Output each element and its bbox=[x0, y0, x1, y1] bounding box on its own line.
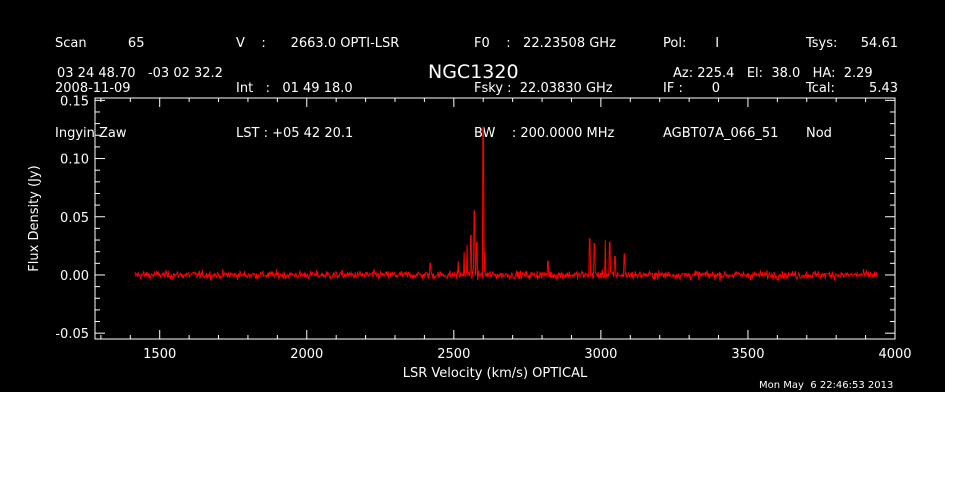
polarization-label: Pol: I bbox=[663, 36, 720, 51]
velocity-label: V : 2663.0 OPTI-LSR bbox=[236, 36, 400, 51]
sky-frequency-label: Fsky : 22.03830 GHz bbox=[474, 81, 613, 96]
tsys-value: 54.61 bbox=[860, 36, 898, 51]
procedure-label: Nod bbox=[806, 126, 832, 141]
header-frequency-block: F0 : 22.23508 GHz Fsky : 22.03830 GHz BW… bbox=[474, 6, 616, 171]
bandwidth-label: BW : 200.0000 MHz bbox=[474, 126, 615, 141]
chart-labels: 1500 2000 2500 3000 3500 4000 -0.05 0.00 0.05 0.1… bbox=[27, 94, 912, 381]
header-velocity-block: V : 2663.0 OPTI-LSR Int : 01 49 18.0 LST… bbox=[236, 6, 399, 171]
project-label: AGBT07A_066_51 bbox=[663, 126, 779, 141]
plot-frame bbox=[94, 97, 896, 340]
y-tick-label: 0.15 bbox=[60, 94, 89, 109]
lst-label: LST : +05 42 20.1 bbox=[236, 126, 354, 141]
x-tick-label: 3000 bbox=[584, 347, 617, 362]
x-tick-label: 4000 bbox=[878, 347, 911, 362]
x-axis-label: LSR Velocity (km/s) OPTICAL bbox=[403, 366, 588, 381]
header-scan-block: Scan 65 2008-11-09 Ingyin Zaw bbox=[55, 6, 144, 171]
y-tick-label: 0.10 bbox=[60, 153, 89, 168]
tcal-value: 5.43 bbox=[869, 81, 898, 96]
integration-label: Int : 01 49 18.0 bbox=[236, 81, 353, 96]
timestamp-footer: Mon May 6 22:46:53 2013 bbox=[759, 380, 894, 391]
date-label: 2008-11-09 bbox=[55, 81, 131, 96]
if-label: IF : 0 bbox=[663, 81, 721, 96]
az-el-ha-readout: Az: 225.4 El: 38.0 HA: 2.29 bbox=[673, 66, 873, 81]
header-tsys-values: 54.61 5.43 bbox=[846, 6, 898, 126]
tcal-label: Tcal: bbox=[806, 81, 835, 96]
scan-label: Scan 65 bbox=[55, 36, 145, 51]
spectrum-line bbox=[134, 126, 878, 282]
source-title: NGC1320 bbox=[428, 61, 519, 83]
y-tick-label: -0.05 bbox=[55, 327, 89, 342]
spectrum-chart: 1500 2000 2500 3000 3500 4000 -0.05 0.00 0.05 0.1… bbox=[27, 94, 912, 381]
x-tick-label: 2500 bbox=[437, 347, 470, 362]
y-axis-label: Flux Density (Jy) bbox=[27, 165, 42, 271]
spectrum-trace bbox=[134, 126, 878, 282]
plot-window: Scan 65 2008-11-09 Ingyin Zaw V : 2663.0… bbox=[0, 0, 945, 392]
x-tick-label: 3500 bbox=[731, 347, 764, 362]
header-pol-block: Pol: I IF : 0 AGBT07A_066_51 bbox=[663, 6, 778, 171]
chart-axes bbox=[94, 97, 896, 340]
y-tick-label: 0.05 bbox=[60, 211, 89, 226]
x-tick-label: 1500 bbox=[143, 347, 176, 362]
y-tick-label: 0.00 bbox=[60, 269, 89, 284]
observer-label: Ingyin Zaw bbox=[55, 126, 127, 141]
tsys-label: Tsys: bbox=[806, 36, 838, 51]
header-tsys-block: Tsys: Tcal: Nod bbox=[806, 6, 837, 171]
rest-frequency-label: F0 : 22.23508 GHz bbox=[474, 36, 616, 51]
source-coordinates: 03 24 48.70 -03 02 32.2 bbox=[57, 66, 223, 81]
x-tick-label: 2000 bbox=[290, 347, 323, 362]
